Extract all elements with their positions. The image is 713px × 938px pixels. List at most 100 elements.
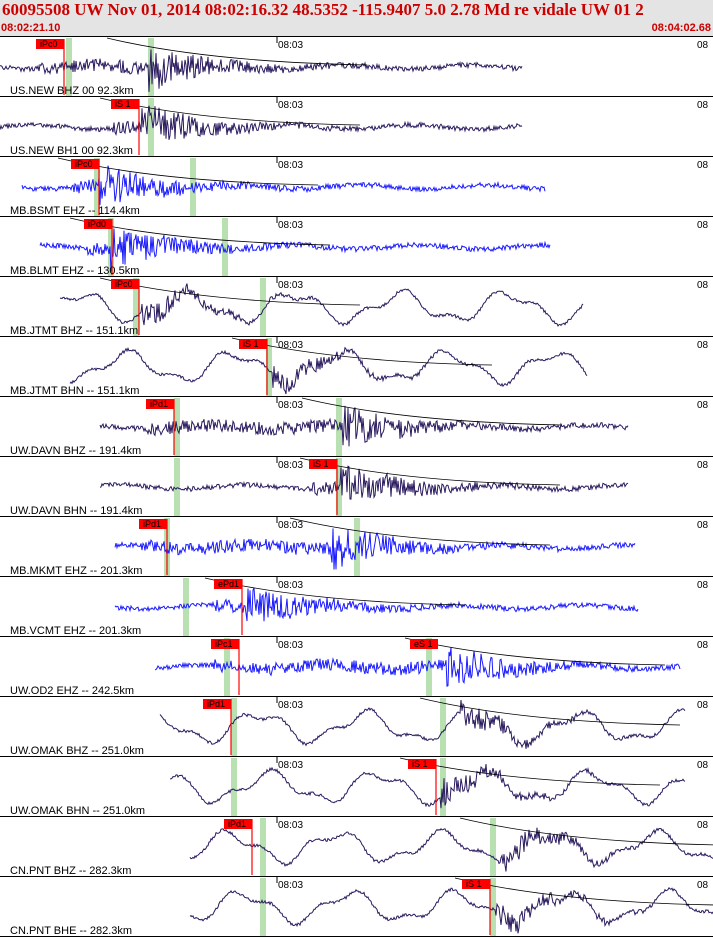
waveform-trace [0,49,523,92]
station-label: UW.OD2 EHZ -- 242.5km [10,685,134,697]
pick-label: iS 1 [313,459,329,469]
edge-tick-label: 08 [697,100,709,111]
station-label: US.NEW BHZ 00 92.3km [10,85,133,97]
edge-tick-label: 08 [697,760,709,771]
minute-tick-label: 08:03 [278,580,303,591]
seismogram-panel[interactable]: iPd0 08:03 08 MB.BLMT EHZ -- 130.5km [0,217,713,277]
seismogram-panel[interactable]: iPd1 08:03 08 UW.OMAK BHZ -- 251.0km [0,697,713,757]
station-label: CN.PNT BHE -- 282.3km [10,925,132,937]
minute-tick-label: 08:03 [278,400,303,411]
seismogram-panel[interactable]: iS 1 08:03 08 UW.OMAK BHN -- 251.0km [0,757,713,817]
pick-flag[interactable] [410,639,438,649]
edge-tick-label: 08 [697,640,709,651]
edge-tick-label: 08 [697,520,709,531]
pick-label: eS 1 [414,639,433,649]
minute-tick-label: 08:03 [278,40,303,51]
pick-flag[interactable] [146,399,174,409]
minute-tick-label: 08:03 [278,460,303,471]
window-marker [174,458,180,516]
seismogram-panels[interactable]: iPc0 08:03 08 US.NEW BHZ 00 92.3km iS 1 08:03… [0,37,713,938]
seismogram-panel[interactable]: iPc1 eS 1 08:03 08 UW.OD2 EHZ -- 242.5km [0,637,713,697]
minute-tick-label: 08:03 [278,700,303,711]
station-label: UW.OMAK BHZ -- 251.0km [10,745,144,757]
edge-tick-label: 08 [697,400,709,411]
seismogram-panel[interactable]: iPd1 08:03 08 UW.DAVN BHZ -- 191.4km [0,397,713,457]
window-marker [440,758,446,816]
edge-tick-label: 08 [697,220,709,231]
seismogram-panel[interactable]: iS 1 08:03 08 MB.JTMT BHN -- 151.1km [0,337,713,397]
station-label: US.NEW BH1 00 92.3km [10,145,133,157]
minute-tick-label: 08:03 [278,880,303,891]
window-marker [108,218,114,276]
pick-flag[interactable] [139,519,167,529]
seismogram-panel[interactable]: iS 1 08:03 08 CN.PNT BHE -- 282.3km [0,877,713,937]
pick-label: iPd1 [207,699,225,709]
pick-flag[interactable] [84,219,112,229]
seismogram-panel[interactable]: iPd1 08:03 08 MB.MKMT EHZ -- 201.3km [0,517,713,577]
travel-time-curve [204,577,466,606]
seismogram-panel[interactable]: iPc0 08:03 08 MB.BSMT EHZ -- 114.4km [0,157,713,217]
station-label: MB.BLMT EHZ -- 130.5km [10,265,139,277]
seismogram-panel[interactable]: iPc0 08:03 08 MB.JTMT BHZ -- 151.1km [0,277,713,337]
station-label: MB.JTMT BHN -- 151.1km [10,385,139,397]
pick-flag[interactable] [111,279,139,289]
window-marker [148,38,154,96]
station-label: UW.DAVN BHZ -- 191.4km [10,445,141,457]
waveform-trace [170,763,686,809]
seismogram-panel[interactable]: ePd1 08:03 08 MB.VCMT EHZ -- 201.3km [0,577,713,637]
pick-flag[interactable] [211,639,239,649]
waveform-trace [99,465,629,500]
window-marker [133,278,139,336]
waveform-trace [154,647,681,687]
window-marker [354,518,360,576]
edge-tick-label: 08 [697,160,709,171]
pick-flag[interactable] [224,819,252,829]
window-marker [490,818,496,876]
station-label: MB.MKMT EHZ -- 201.3km [10,565,142,577]
station-label: CN.PNT BHZ -- 282.3km [10,865,131,877]
pick-label: iS 1 [115,99,131,109]
waveform-trace [0,105,523,140]
pick-label: ePd1 [218,579,239,589]
pick-flag[interactable] [111,99,139,109]
station-label: MB.BSMT EHZ -- 114.4km [10,205,140,217]
window-marker [440,698,446,756]
window-marker [224,638,230,696]
window-marker [231,758,237,816]
pick-label: iPd0 [88,219,106,229]
pick-flag[interactable] [408,759,436,769]
pick-flag[interactable] [239,339,267,349]
waveform-trace [189,886,713,934]
edge-tick-label: 08 [697,580,709,591]
travel-time-curve [419,697,681,726]
waveform-trace [59,283,584,327]
window-marker [260,818,266,876]
pick-flag[interactable] [203,699,231,709]
station-label: MB.JTMT BHZ -- 151.1km [10,325,138,337]
station-label: UW.DAVN BHN -- 191.4km [10,505,142,517]
pick-flag[interactable] [462,879,490,889]
window-marker [260,878,266,936]
minute-tick-label: 08:03 [278,760,303,771]
travel-time-curve [404,637,666,666]
window-marker [148,98,154,156]
seismogram-panel[interactable]: iPd1 08:03 08 CN.PNT BHZ -- 282.3km [0,817,713,877]
event-title: 60095508 UW Nov 01, 2014 08:02:16.32 48.… [2,0,644,19]
edge-tick-label: 08 [697,880,709,891]
pick-flag[interactable] [214,579,242,589]
seismogram-panel[interactable]: iS 1 08:03 08 US.NEW BH1 00 92.3km [0,97,713,157]
minute-tick-label: 08:03 [278,820,303,831]
waveform-trace [69,346,588,395]
seismogram-panel[interactable]: iS 1 08:03 08 UW.DAVN BHN -- 191.4km [0,457,713,517]
pick-flag[interactable] [71,159,99,169]
waveform-trace [21,165,546,205]
travel-time-curve [106,37,368,66]
pick-flag[interactable] [36,39,64,49]
pick-label: iPd1 [150,399,168,409]
pick-label: iPd1 [228,819,246,829]
seismogram-panel[interactable]: iPc0 08:03 08 US.NEW BHZ 00 92.3km [0,37,713,97]
pick-flag[interactable] [309,459,337,469]
waveform-trace [189,827,713,872]
time-end-label: 08:04:02.68 [651,22,711,34]
pick-label: iPc0 [40,39,58,49]
